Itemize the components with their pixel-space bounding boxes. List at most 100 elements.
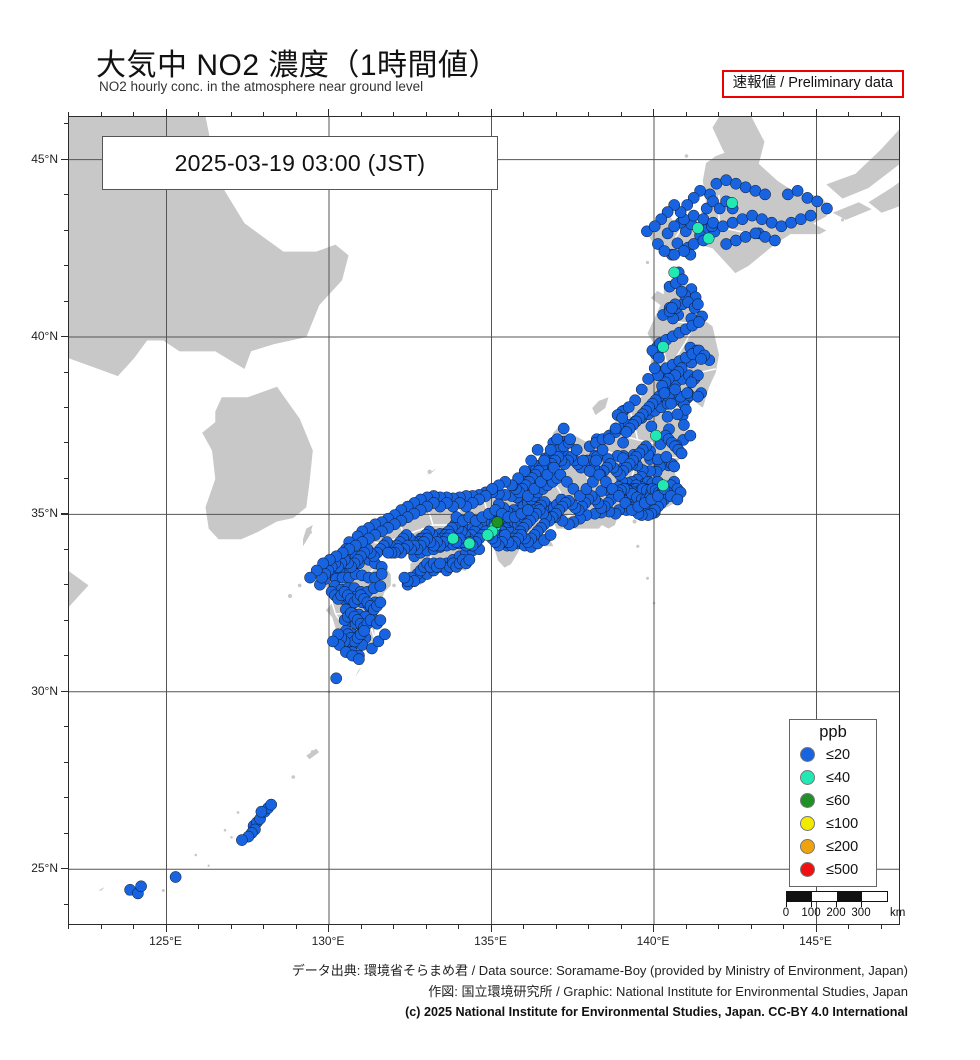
legend-item-label: ≤40 (826, 769, 851, 786)
y-axis-label-45°N: 45°N (31, 151, 58, 166)
y-tick-32 (64, 619, 68, 621)
station-point (327, 635, 339, 648)
station-point (544, 443, 557, 456)
x-tick-130 (328, 109, 330, 116)
x-tick-bottom-125 (165, 925, 167, 932)
small-island (236, 811, 240, 814)
station-point (616, 412, 629, 424)
scale-tick-0 (786, 902, 788, 907)
x-tick-127 (230, 112, 232, 116)
x-tick-bottom-133 (425, 925, 427, 929)
station-point (769, 234, 781, 247)
landmass-china_e (69, 571, 89, 607)
y-tick-36 (64, 477, 68, 479)
x-tick-135 (490, 109, 492, 116)
legend-item-label: ≤100 (826, 815, 859, 832)
station-point (685, 376, 698, 389)
legend-item-lte200[interactable]: ≤200 (790, 835, 876, 858)
legend-item-lte100[interactable]: ≤100 (790, 812, 876, 835)
x-tick-145 (815, 109, 817, 116)
scale-label-300: 300 (851, 907, 871, 919)
station-point (330, 672, 343, 685)
station-point (821, 202, 833, 215)
y-tick-45 (61, 158, 68, 160)
station-point (374, 614, 387, 626)
x-tick-bottom-145 (815, 925, 817, 932)
map-plot-area[interactable] (68, 116, 900, 925)
y-tick-31 (64, 655, 68, 657)
station-point (693, 316, 705, 328)
station-point (557, 422, 570, 435)
x-tick-bottom-139 (620, 925, 622, 929)
small-island (194, 853, 198, 857)
station-point (374, 580, 387, 592)
small-island (310, 750, 315, 755)
station-point (531, 443, 544, 456)
x-tick-134 (458, 112, 460, 116)
station-point (658, 245, 671, 257)
y-tick-38 (64, 407, 68, 409)
x-tick-bottom-141 (685, 925, 687, 929)
station-point (609, 422, 622, 435)
legend-title: ppb (819, 723, 847, 741)
legend-item-lte20[interactable]: ≤20 (790, 743, 876, 766)
landmass-korea (202, 386, 313, 540)
station-point (657, 479, 669, 492)
legend: ppb ≤20 ≤40 ≤60 ≤100 ≤200 ≤500 (789, 719, 877, 887)
legend-rows: ≤20 ≤40 ≤60 ≤100 ≤200 ≤500 (790, 743, 876, 881)
x-tick-141 (685, 112, 687, 116)
station-point (791, 184, 804, 197)
legend-swatch-icon (800, 793, 815, 808)
scale-tick-100 (811, 902, 813, 907)
station-point (434, 557, 446, 570)
x-axis-label-140°E: 140°E (636, 934, 670, 948)
page-title: 大気中 NO2 濃度（1時間値） (96, 49, 500, 82)
footer-graphic-credit: 作図: 国立環境研究所 / Graphic: National Institut… (428, 984, 908, 1000)
station-points-layer (124, 174, 833, 900)
legend-item-lte500[interactable]: ≤500 (790, 858, 876, 881)
station-point (668, 220, 681, 233)
station-point (398, 571, 411, 584)
y-tick-25 (61, 868, 68, 870)
y-tick-41 (64, 300, 68, 302)
y-tick-35 (61, 513, 68, 515)
y-tick-40 (61, 336, 68, 338)
landmass-kuril2 (868, 182, 899, 213)
x-tick-132 (393, 112, 395, 116)
station-point (544, 529, 557, 541)
x-tick-144 (783, 112, 785, 116)
station-point (375, 568, 388, 580)
y-tick-30 (61, 690, 68, 693)
small-island (645, 260, 650, 265)
x-tick-bottom-144 (783, 925, 785, 929)
station-point (648, 220, 661, 233)
small-island (636, 544, 640, 548)
legend-swatch-icon (800, 862, 815, 877)
legend-item-label: ≤20 (826, 746, 851, 763)
x-axis-label-130°E: 130°E (311, 934, 345, 948)
y-axis-label-35°N: 35°N (31, 506, 58, 521)
x-tick-bottom-140 (653, 925, 655, 932)
scale-bar-segments (786, 891, 888, 902)
y-axis-label-40°N: 40°N (31, 329, 58, 343)
small-island (840, 218, 845, 222)
legend-item-lte40[interactable]: ≤40 (790, 766, 876, 789)
x-tick-126 (198, 112, 200, 116)
legend-item-lte60[interactable]: ≤60 (790, 789, 876, 812)
x-tick-129 (295, 112, 297, 116)
x-tick-bottom-127 (230, 925, 232, 929)
station-point (570, 443, 583, 456)
x-tick-147 (880, 112, 882, 116)
station-point (304, 571, 316, 584)
x-tick-bottom-132 (393, 925, 395, 929)
x-tick-131 (360, 112, 362, 116)
station-point (660, 451, 673, 463)
x-tick-122 (68, 112, 70, 116)
y-tick-42 (64, 265, 68, 267)
station-point (551, 433, 564, 446)
small-island (392, 583, 396, 588)
x-axis-label-135°E: 135°E (474, 934, 507, 948)
legend-item-label: ≤500 (826, 861, 859, 878)
map-header: 大気中 NO2 濃度（1時間値） NO2 hourly conc. in the… (0, 0, 980, 116)
x-tick-133 (425, 112, 427, 116)
